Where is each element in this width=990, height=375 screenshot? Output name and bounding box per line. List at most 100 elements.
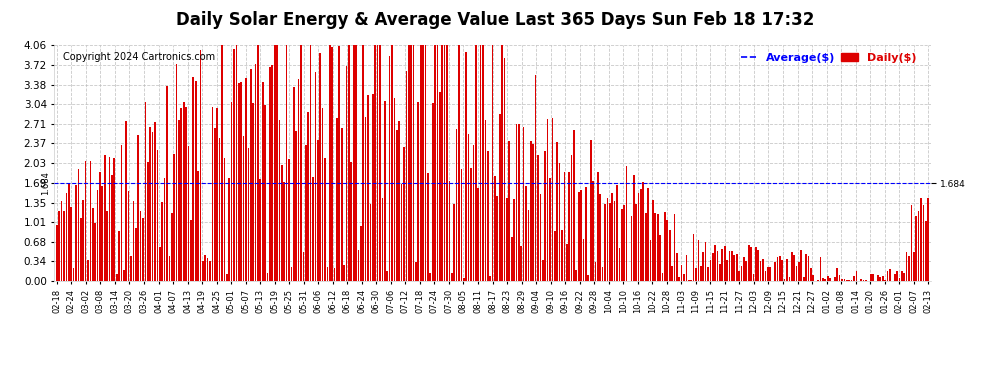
Bar	[377, 45, 378, 281]
Bar	[312, 177, 314, 281]
Bar	[882, 276, 883, 281]
Bar	[607, 198, 608, 281]
Bar	[923, 205, 925, 281]
Bar	[896, 272, 898, 281]
Bar	[149, 127, 151, 281]
Bar	[904, 273, 905, 281]
Bar	[619, 248, 621, 281]
Bar	[310, 45, 312, 281]
Bar	[286, 45, 287, 281]
Bar	[305, 146, 307, 281]
Bar	[805, 254, 807, 281]
Bar	[604, 204, 606, 281]
Bar	[188, 146, 189, 281]
Bar	[262, 82, 263, 281]
Bar	[276, 45, 278, 281]
Bar	[195, 81, 197, 281]
Bar	[437, 45, 439, 281]
Bar	[827, 276, 829, 281]
Bar	[477, 188, 479, 281]
Bar	[916, 216, 917, 281]
Bar	[798, 262, 800, 281]
Bar	[544, 150, 546, 281]
Bar	[666, 220, 668, 281]
Bar	[336, 118, 338, 281]
Bar	[511, 237, 513, 281]
Bar	[583, 239, 584, 281]
Bar	[360, 226, 361, 281]
Bar	[676, 254, 678, 281]
Bar	[556, 141, 558, 281]
Bar	[839, 274, 841, 281]
Bar	[638, 193, 640, 281]
Bar	[818, 280, 819, 281]
Bar	[482, 45, 484, 281]
Bar	[369, 204, 371, 281]
Bar	[779, 256, 781, 281]
Bar	[587, 275, 589, 281]
Bar	[246, 78, 247, 281]
Text: Daily Solar Energy & Average Value Last 365 Days Sun Feb 18 17:32: Daily Solar Energy & Average Value Last …	[176, 11, 814, 29]
Bar	[901, 271, 903, 281]
Bar	[636, 204, 637, 281]
Bar	[561, 230, 562, 281]
Bar	[523, 127, 525, 281]
Bar	[396, 130, 398, 281]
Bar	[546, 119, 548, 281]
Bar	[736, 254, 738, 281]
Bar	[693, 234, 694, 281]
Bar	[568, 172, 570, 281]
Bar	[862, 280, 864, 281]
Bar	[293, 87, 295, 281]
Bar	[185, 106, 187, 281]
Bar	[715, 245, 716, 281]
Bar	[190, 220, 192, 281]
Bar	[102, 186, 103, 281]
Bar	[472, 145, 474, 281]
Bar	[324, 158, 326, 281]
Bar	[307, 112, 309, 281]
Bar	[911, 205, 913, 281]
Bar	[575, 270, 577, 281]
Bar	[678, 277, 680, 281]
Bar	[808, 256, 810, 281]
Bar	[248, 148, 249, 281]
Bar	[595, 262, 596, 281]
Bar	[641, 189, 642, 281]
Bar	[590, 140, 591, 281]
Bar	[357, 250, 359, 281]
Bar	[264, 105, 266, 281]
Bar	[166, 86, 167, 281]
Bar	[750, 248, 751, 281]
Bar	[348, 45, 349, 281]
Bar	[877, 274, 879, 281]
Bar	[85, 161, 86, 281]
Bar	[820, 256, 822, 281]
Bar	[504, 58, 505, 281]
Bar	[418, 102, 419, 281]
Bar	[722, 249, 723, 281]
Bar	[341, 128, 343, 281]
Bar	[72, 268, 74, 281]
Bar	[420, 45, 422, 281]
Bar	[573, 130, 575, 281]
Bar	[899, 278, 900, 281]
Bar	[475, 45, 476, 281]
Bar	[133, 201, 135, 281]
Bar	[528, 210, 530, 281]
Bar	[92, 209, 94, 281]
Bar	[734, 255, 736, 281]
Bar	[499, 114, 501, 281]
Bar	[518, 124, 520, 281]
Bar	[920, 198, 922, 281]
Bar	[197, 171, 199, 281]
Bar	[207, 258, 209, 281]
Bar	[346, 66, 347, 281]
Bar	[406, 71, 407, 281]
Bar	[229, 178, 230, 281]
Bar	[570, 155, 572, 281]
Bar	[114, 158, 115, 281]
Bar	[755, 247, 756, 281]
Bar	[810, 268, 812, 281]
Bar	[269, 68, 270, 281]
